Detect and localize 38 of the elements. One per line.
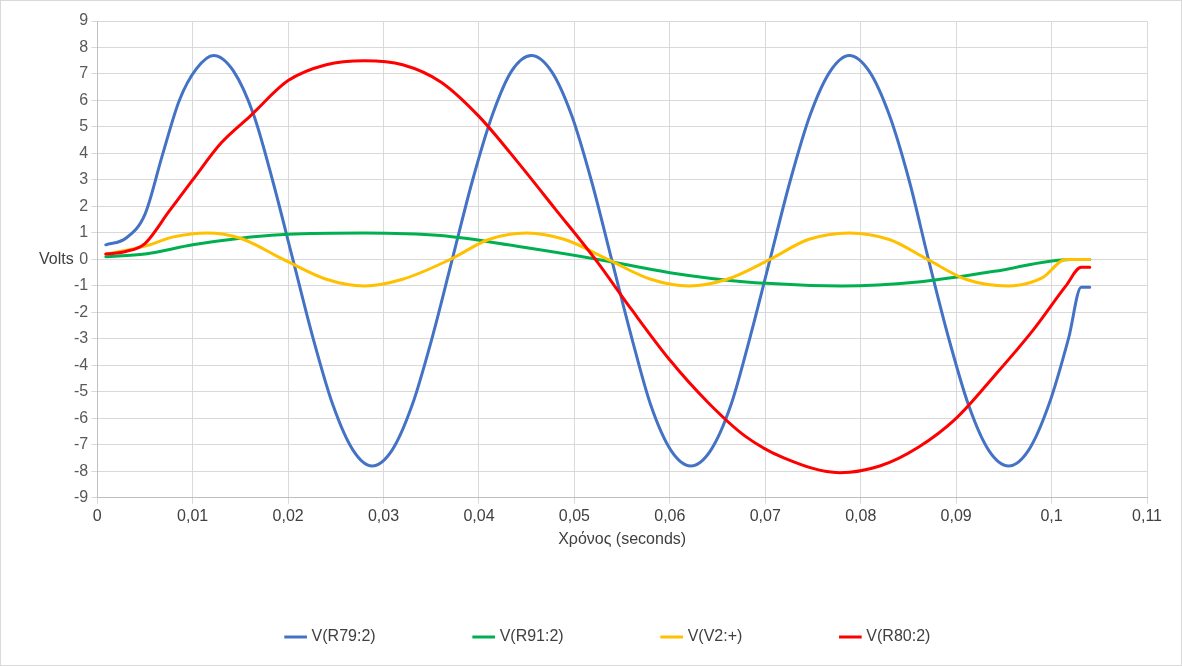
y-tick-label: 6 (79, 90, 89, 108)
y-tick-label: -4 (73, 355, 89, 373)
y-tick-label: -7 (73, 435, 89, 453)
y-axis-title: Volts (39, 249, 74, 267)
legend-label: V(R80:2) (866, 627, 931, 645)
y-tick-label: 1 (79, 223, 89, 241)
x-tick-label: 0,05 (558, 506, 591, 524)
y-tick-label: 3 (79, 170, 89, 188)
y-tick-label: -5 (73, 382, 89, 400)
y-tick-label: 4 (79, 143, 89, 161)
y-tick-label: -8 (73, 461, 89, 479)
y-tick-label: 9 (79, 11, 89, 29)
x-tick-label: 0,11 (1132, 506, 1163, 524)
x-tick-label: 0,09 (940, 506, 972, 524)
legend-label: V(V2:+) (687, 627, 743, 645)
x-tick-label: 0,04 (463, 506, 495, 524)
legend-label: V(R91:2) (499, 627, 564, 645)
y-tick-label: -2 (73, 302, 89, 320)
x-tick-label: 0,07 (749, 506, 781, 524)
x-tick-label: 0,03 (367, 506, 400, 524)
y-tick-label: -3 (73, 329, 89, 347)
y-tick-label: -1 (73, 276, 89, 294)
y-tick-label: 2 (79, 196, 89, 214)
x-tick-label: 0,06 (654, 506, 686, 524)
y-tick-label: 8 (79, 37, 89, 55)
x-tick-label: 0 (92, 506, 102, 524)
x-tick-label: 0,01 (177, 506, 209, 524)
y-tick-label: 7 (79, 64, 89, 82)
x-axis-title: Χρόνος (seconds) (558, 530, 687, 548)
y-tick-label: 0 (79, 249, 89, 267)
legend-label: V(R79:2) (311, 627, 376, 645)
x-tick-label: 0,1 (1040, 506, 1063, 524)
y-tick-label: 5 (79, 117, 89, 135)
x-tick-label: 0,02 (272, 506, 304, 524)
y-tick-label: -6 (73, 408, 89, 426)
line-series (104, 231, 1092, 288)
x-tick-label: 0,08 (845, 506, 877, 524)
y-tick-label: -9 (73, 488, 89, 506)
